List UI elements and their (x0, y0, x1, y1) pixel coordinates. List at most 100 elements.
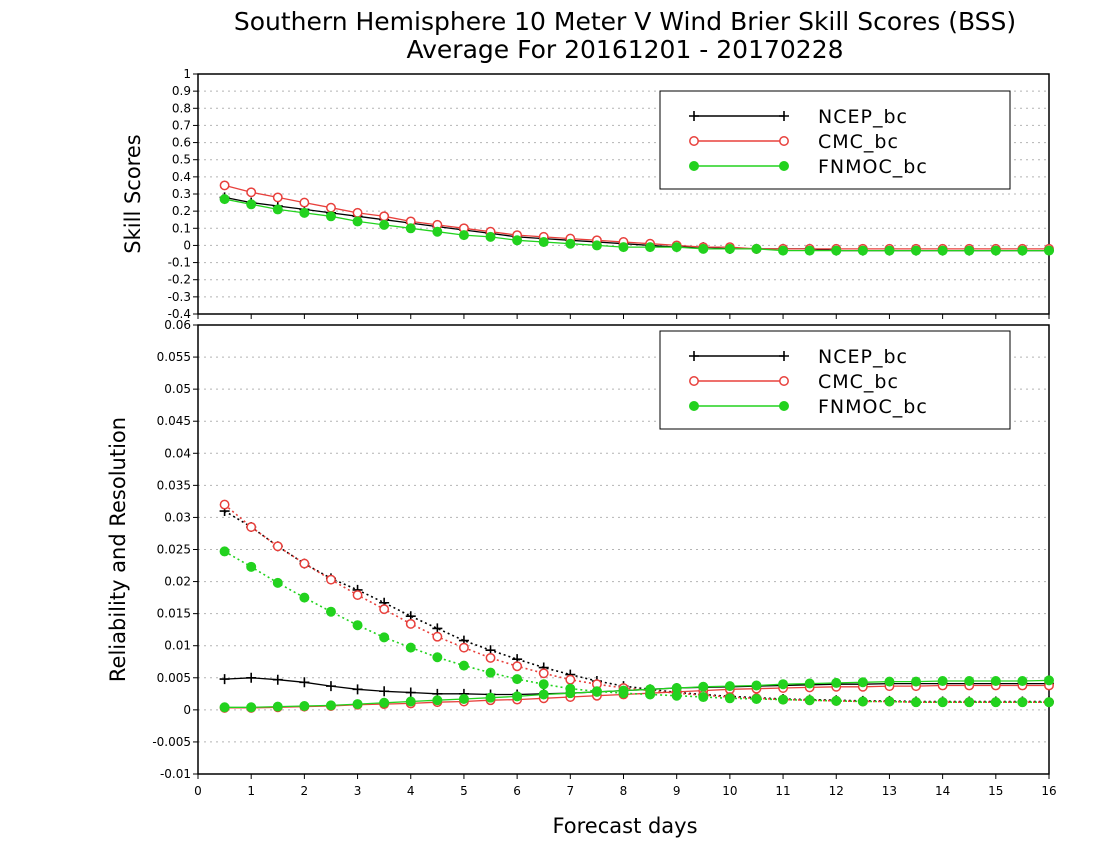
filled-circle-marker (831, 245, 842, 256)
legend-item: CMC_bc (689, 131, 898, 153)
filled-circle-marker (645, 242, 656, 253)
y-tick-label: 0.7 (172, 118, 191, 132)
filled-circle-marker (724, 243, 735, 254)
filled-circle-marker (432, 652, 443, 663)
filled-circle-marker (591, 240, 602, 251)
filled-circle-marker (405, 642, 416, 653)
filled-circle-marker (325, 606, 336, 617)
series-FNMOC_bc (219, 194, 1054, 256)
y-tick-label: 0.8 (172, 101, 191, 115)
open-circle-marker (299, 558, 310, 569)
plot-frame (197, 324, 1050, 775)
open-circle-marker (689, 376, 699, 386)
filled-circle-marker (325, 700, 336, 711)
filled-circle-marker (379, 697, 390, 708)
filled-circle-marker (671, 690, 682, 701)
filled-circle-marker (751, 243, 762, 254)
series-CMC_bc (219, 180, 1054, 254)
y-tick-label: 0.1 (172, 221, 191, 235)
filled-circle-marker (565, 683, 576, 694)
filled-circle-marker (990, 675, 1001, 686)
filled-circle-marker (751, 680, 762, 691)
y-axis-label: Reliability and Resolution (106, 417, 130, 682)
filled-circle-marker (698, 243, 709, 254)
filled-circle-marker (724, 693, 735, 704)
x-tick-label: 2 (301, 784, 309, 798)
filled-circle-marker (299, 207, 310, 218)
open-circle-marker (219, 499, 230, 510)
y-tick-label: 0 (183, 238, 191, 252)
filled-circle-marker (246, 561, 257, 572)
series-NCEP_bc (219, 192, 1054, 256)
filled-circle-marker (778, 679, 789, 690)
filled-circle-marker (219, 194, 230, 205)
plus-marker (779, 111, 789, 121)
legend: NCEP_bc CMC_bc FNMOC_bc (659, 90, 1011, 190)
series-FNMOC_bc-reliability (219, 675, 1054, 713)
filled-circle-marker (884, 696, 895, 707)
filled-circle-marker (911, 697, 922, 708)
filled-circle-marker (1044, 675, 1054, 686)
filled-circle-marker (964, 697, 975, 708)
y-tick-label: 0.4 (172, 170, 191, 184)
legend-item: NCEP_bc (689, 106, 907, 128)
legend-label: FNMOC_bc (818, 156, 928, 178)
y-tick-label: 0.055 (157, 350, 191, 364)
filled-circle-marker (299, 592, 310, 603)
open-circle-marker (326, 202, 336, 213)
filled-circle-marker (751, 693, 762, 704)
x-tick-label: 6 (513, 784, 521, 798)
x-tick-label: 8 (620, 784, 628, 798)
legend-box (659, 330, 1011, 430)
open-circle-marker (779, 136, 789, 146)
open-circle-marker (299, 197, 310, 208)
open-circle-marker (779, 376, 789, 386)
y-tick-label: -0.3 (168, 290, 191, 304)
filled-circle-marker (911, 676, 922, 687)
filled-circle-marker (618, 242, 629, 253)
series-line (224, 510, 1049, 703)
filled-circle-marker (379, 632, 390, 643)
filled-circle-marker (458, 693, 469, 704)
filled-circle-marker (689, 161, 699, 171)
y-tick-label: 0.04 (164, 446, 191, 460)
filled-circle-marker (352, 620, 363, 631)
plus-marker (325, 681, 336, 692)
y-tick-label: -0.005 (152, 735, 191, 749)
series-CMC_bc-resolution (219, 499, 1054, 708)
filled-circle-marker (964, 245, 975, 256)
y-tick-label: 0.015 (157, 607, 191, 621)
filled-circle-marker (485, 231, 496, 242)
filled-circle-marker (591, 686, 602, 697)
legend-box (659, 90, 1011, 190)
filled-circle-marker (512, 674, 523, 685)
x-tick-label: 14 (935, 784, 950, 798)
filled-circle-marker (352, 216, 363, 227)
filled-circle-marker (299, 701, 310, 712)
open-circle-marker (326, 574, 336, 585)
filled-circle-marker (831, 677, 842, 688)
filled-circle-marker (512, 691, 523, 702)
filled-circle-marker (804, 695, 815, 706)
series-line (224, 184, 1049, 250)
filled-circle-marker (857, 696, 868, 707)
filled-circle-marker (272, 204, 283, 215)
filled-circle-marker (698, 681, 709, 692)
x-axis-label: Forecast days (552, 814, 697, 838)
y-tick-label: -0.01 (160, 767, 191, 781)
filled-circle-marker (219, 702, 230, 713)
filled-circle-marker (857, 677, 868, 688)
filled-circle-marker (246, 702, 257, 713)
filled-circle-marker (538, 679, 549, 690)
filled-circle-marker (964, 675, 975, 686)
chart-title-line2: Average For 20161201 - 20170228 (406, 35, 843, 64)
filled-circle-marker (698, 692, 709, 703)
open-circle-marker (379, 211, 390, 222)
x-tick-label: 7 (566, 784, 574, 798)
legend-item: FNMOC_bc (689, 156, 928, 178)
filled-circle-marker (272, 701, 283, 712)
legend-item: CMC_bc (689, 371, 898, 393)
open-circle-marker (246, 187, 257, 198)
y-tick-label: 0.045 (157, 414, 191, 428)
y-tick-label: 0 (183, 703, 191, 717)
